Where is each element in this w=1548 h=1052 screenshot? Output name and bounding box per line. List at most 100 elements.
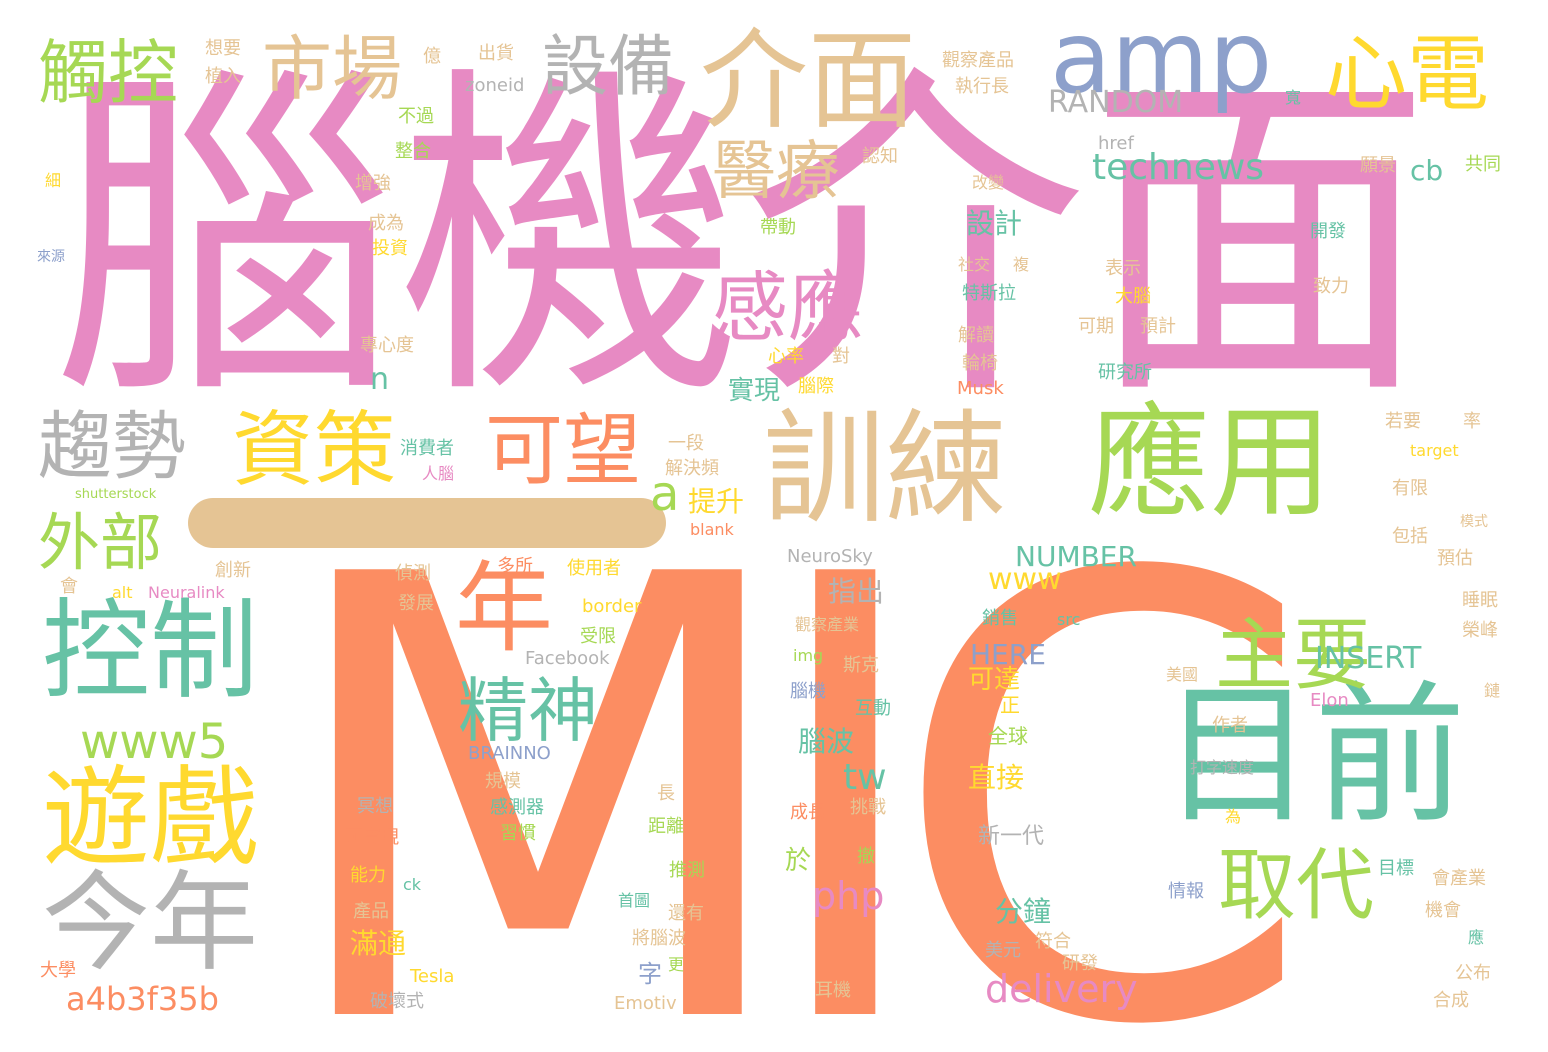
word: 發展 xyxy=(398,593,434,614)
word: 直接 xyxy=(968,761,1025,794)
word: 一段 xyxy=(668,433,704,454)
word: RANDOM xyxy=(1048,85,1184,120)
word: 觸控 xyxy=(38,32,178,114)
word: 偵測 xyxy=(395,563,431,584)
word: a4b3f35b xyxy=(66,980,219,1018)
word: 來源 xyxy=(37,249,65,265)
word: NeuroSky xyxy=(787,546,873,567)
word: 特斯拉 xyxy=(962,283,1016,304)
word: 應用 xyxy=(1088,392,1332,534)
word: 習慣 xyxy=(500,823,536,844)
word: zoneid xyxy=(465,75,525,96)
word: 提升 xyxy=(688,485,745,518)
word: 更 xyxy=(668,955,685,974)
word: 寬 xyxy=(1285,88,1302,107)
word: 創新 xyxy=(215,560,251,581)
word: 市場 xyxy=(262,28,402,110)
word: 會產業 xyxy=(1432,868,1486,889)
word: Facebook xyxy=(525,648,610,669)
word: 於 xyxy=(785,846,812,876)
word: cb xyxy=(1410,154,1444,187)
word: 包括 xyxy=(1392,526,1428,547)
word: 研究所 xyxy=(1098,362,1152,383)
word: 不過 xyxy=(398,106,434,127)
word: 合成 xyxy=(1433,990,1469,1011)
word: Neuralink xyxy=(148,583,225,602)
word: 帶動 xyxy=(760,217,796,238)
word: 睡眠 xyxy=(1462,590,1498,611)
word: 受限 xyxy=(580,626,616,647)
word: 改變 xyxy=(972,173,1005,192)
word: 可達 xyxy=(968,665,1021,695)
word: 增強 xyxy=(355,173,391,194)
word: 率 xyxy=(1463,411,1481,432)
word: 投資 xyxy=(372,238,408,259)
word: ck xyxy=(403,875,422,894)
word: 會 xyxy=(60,576,78,597)
word: HERE xyxy=(970,638,1046,671)
word: 鏈 xyxy=(1484,681,1501,700)
word: 互動 xyxy=(855,698,891,719)
word: 符合 xyxy=(1035,931,1071,952)
word: 認知 xyxy=(862,146,898,167)
word: 能力 xyxy=(350,865,386,886)
word: 機會 xyxy=(1425,900,1461,921)
word: shutterstock xyxy=(75,487,157,502)
word: 挑戰 xyxy=(850,797,886,818)
word: 表示 xyxy=(1105,258,1141,279)
word: 銷售 xyxy=(982,608,1018,629)
word: 全球 xyxy=(988,724,1028,748)
word: src xyxy=(1057,610,1081,629)
word: 可實現 xyxy=(345,827,399,848)
word: 可期 xyxy=(1078,316,1114,337)
word: 開發 xyxy=(1310,221,1346,242)
word: 模式 xyxy=(1460,514,1488,530)
word: Elon xyxy=(1310,690,1349,711)
word: 複 xyxy=(1013,255,1030,274)
word: Musk xyxy=(957,378,1004,399)
word: 榮峰 xyxy=(1462,620,1498,641)
word: 距離 xyxy=(648,816,684,837)
word: 共同 xyxy=(1465,154,1501,175)
word: 破壞式 xyxy=(370,991,424,1012)
word: 字 xyxy=(638,960,662,988)
word: 資策 xyxy=(232,403,397,498)
word: 腦機 xyxy=(790,681,826,702)
word: 醫療 xyxy=(712,135,840,209)
word: 設計 xyxy=(966,207,1023,240)
word: 還有 xyxy=(668,903,704,924)
word: 有限 xyxy=(1392,478,1428,499)
word: 將腦波 xyxy=(632,928,686,949)
word: 情報 xyxy=(1168,881,1204,902)
word: 成為 xyxy=(368,213,404,234)
word: 出貨 xyxy=(478,43,514,64)
word: href xyxy=(1098,133,1134,154)
word: tw xyxy=(843,757,887,798)
word: 腦際 xyxy=(798,376,834,397)
word: MIC xyxy=(275,448,1315,1052)
decorative-bar xyxy=(188,498,666,548)
word: www xyxy=(988,562,1062,597)
word: 整合 xyxy=(395,141,431,162)
word: a xyxy=(650,466,680,522)
word: 訓練 xyxy=(763,398,1007,540)
word: alt xyxy=(112,583,133,602)
word: 美國 xyxy=(1166,665,1199,684)
word: 分鐘 xyxy=(995,895,1052,928)
word: 首圖 xyxy=(618,891,651,910)
word: 美元 xyxy=(985,940,1021,961)
word: 觀察產品 xyxy=(942,50,1014,71)
word: 實現 xyxy=(728,376,781,406)
word: n xyxy=(370,362,390,397)
word: 新一代 xyxy=(978,824,1045,849)
word: 執行長 xyxy=(955,76,1009,97)
word: Tesla xyxy=(410,966,455,987)
word: 介面 xyxy=(700,19,917,144)
word: 研發 xyxy=(1062,953,1098,974)
word: INSERT xyxy=(1315,641,1422,676)
word: 腦波 xyxy=(798,725,855,758)
word: www5 xyxy=(80,714,229,770)
word: 精神 xyxy=(458,670,598,752)
word: amp xyxy=(1050,0,1273,116)
